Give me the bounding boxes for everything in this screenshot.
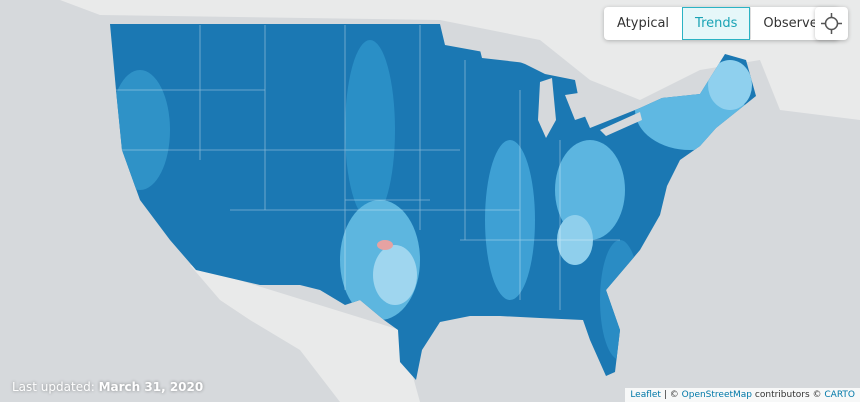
region xyxy=(110,70,170,190)
last-updated-label: Last updated: xyxy=(12,380,95,394)
mode-toggle: Atypical Trends Observed xyxy=(604,7,839,40)
separator: | xyxy=(663,390,667,400)
region xyxy=(373,245,417,305)
region xyxy=(708,60,752,110)
region xyxy=(377,240,393,250)
region xyxy=(600,240,640,360)
lake xyxy=(480,50,642,138)
mode-button[interactable]: Trends xyxy=(682,7,751,40)
last-updated-date: March 31, 2020 xyxy=(98,380,204,394)
region xyxy=(485,140,535,300)
carto-link[interactable]: CARTO xyxy=(824,390,855,400)
mode-button[interactable]: Observed xyxy=(750,7,839,40)
land xyxy=(60,0,860,402)
last-updated: Last updated: March 31, 2020 xyxy=(12,380,203,394)
region xyxy=(345,40,395,220)
contributors: contributors © xyxy=(754,390,822,400)
region xyxy=(557,215,593,265)
attribution: Leaflet | © OpenStreetMap contributors ©… xyxy=(625,388,860,402)
mode-button[interactable]: Atypical xyxy=(617,16,670,31)
osm-link[interactable]: OpenStreetMap xyxy=(681,390,753,400)
locate-button[interactable] xyxy=(815,7,848,40)
region xyxy=(555,140,625,240)
copyright: © xyxy=(669,390,679,400)
state-borders xyxy=(110,25,620,310)
locate-icon xyxy=(821,13,842,34)
leaflet-link[interactable]: Leaflet xyxy=(630,390,661,400)
